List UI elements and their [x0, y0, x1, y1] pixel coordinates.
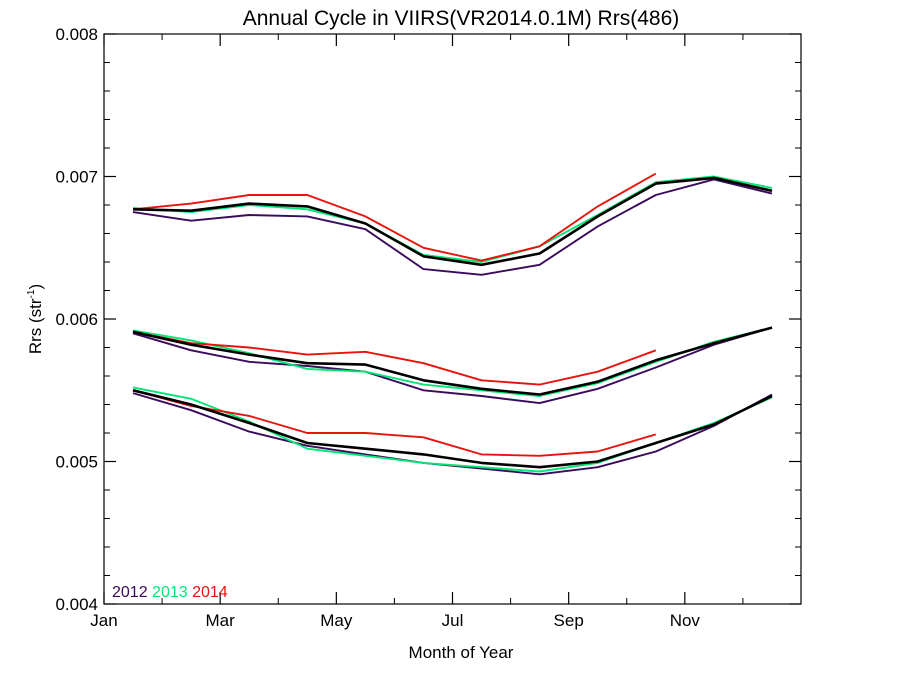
y-tick-label: 0.007 — [55, 168, 98, 187]
y-axis-label-main: Rrs (str — [26, 298, 45, 354]
y-axis-label-superscript: -1 — [26, 289, 37, 298]
series-line-mean-group-2 — [132, 326, 773, 396]
y-axis: 0.004 0.005 0.006 0.007 0.008 — [55, 25, 801, 614]
y-axis-label-close: ) — [26, 284, 45, 290]
series-group-1 — [132, 172, 773, 276]
legend-entry-2014: 2014 — [188, 584, 228, 601]
x-tick-label: Jul — [442, 611, 464, 630]
series-line-mean-group-3 — [132, 389, 773, 469]
x-axis-label: Month of Year — [409, 643, 514, 662]
legend-entry-2013: 2013 — [148, 584, 188, 601]
x-tick-label: May — [320, 611, 353, 630]
series-line-2014-group-3 — [132, 389, 657, 457]
legend-entry-2012: 2012 — [112, 584, 148, 601]
series-group-2 — [132, 326, 773, 405]
x-tick-label: Jan — [90, 611, 117, 630]
plot-frame — [103, 33, 802, 605]
chart-title: Annual Cycle in VIIRS(VR2014.0.1M) Rrs(4… — [243, 7, 680, 30]
legend: 2012 2013 2014 — [112, 584, 228, 601]
y-axis-label: Rrs (str-1) — [26, 284, 45, 354]
y-tick-label: 0.008 — [55, 25, 98, 44]
series-line-2014-group-2 — [132, 330, 657, 386]
series-line-2012-group-1 — [132, 178, 773, 276]
series-layer — [132, 172, 773, 476]
x-axis: Jan Mar May Jul Sep Nov — [90, 34, 744, 630]
x-tick-label: Sep — [554, 611, 584, 630]
x-tick-label: Nov — [670, 611, 701, 630]
y-tick-label: 0.005 — [55, 453, 98, 472]
series-group-3 — [132, 386, 773, 476]
series-line-mean-group-1 — [132, 176, 773, 267]
series-line-2012-group-2 — [132, 326, 773, 405]
y-tick-label: 0.004 — [55, 595, 98, 614]
series-line-2013-group-1 — [132, 175, 773, 263]
y-tick-label: 0.006 — [55, 310, 98, 329]
x-tick-label: Mar — [206, 611, 236, 630]
series-line-2012-group-3 — [132, 392, 773, 476]
series-line-2014-group-1 — [132, 172, 657, 262]
